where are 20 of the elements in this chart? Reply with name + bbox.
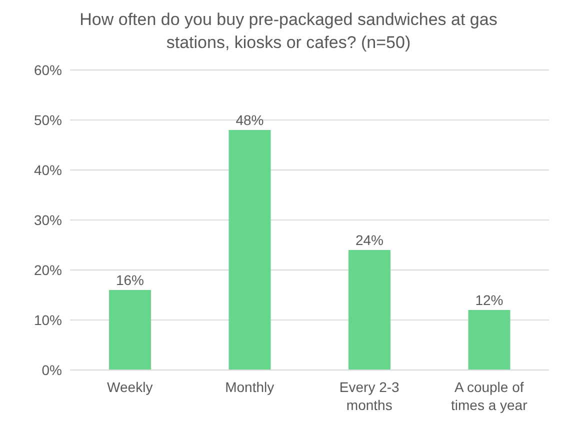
data-label: 16% [116, 272, 144, 288]
chart-title: How often do you buy pre-packaged sandwiches at gas stations, kiosks or cafes? (n=50) [78, 9, 498, 54]
y-tick-label: 20% [34, 262, 62, 278]
x-tick-label: Weekly [107, 379, 153, 395]
x-tick-label: A couple of times a year [451, 379, 528, 413]
y-tick-label: 60% [34, 62, 62, 78]
y-tick-label: 0% [42, 362, 62, 378]
bar [109, 290, 151, 370]
bar [228, 130, 271, 370]
y-tick-label: 40% [34, 162, 62, 178]
bar [468, 310, 510, 370]
x-tick-label: Every 2-3 months [339, 379, 400, 413]
data-label: 24% [355, 232, 384, 248]
y-tick-label: 50% [34, 112, 62, 128]
data-label: 12% [475, 292, 504, 308]
data-label: 48% [236, 112, 264, 128]
x-tick-label: Monthly [225, 379, 274, 395]
y-tick-label: 10% [34, 312, 62, 328]
y-tick-label: 30% [34, 212, 62, 228]
bar [348, 250, 390, 370]
